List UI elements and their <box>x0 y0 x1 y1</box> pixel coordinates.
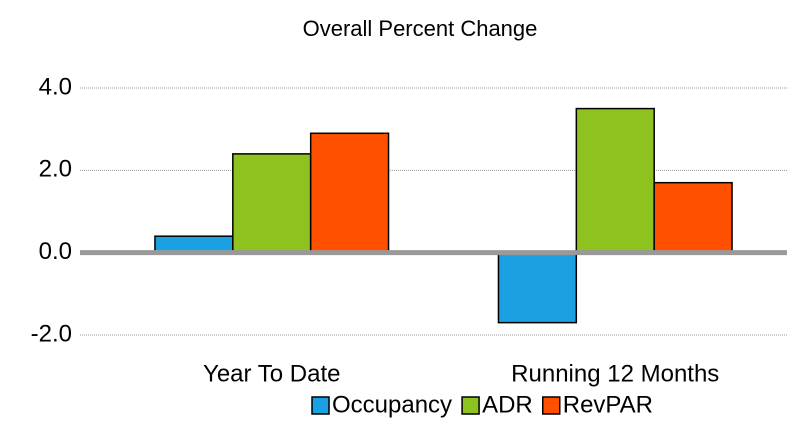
legend-label: RevPAR <box>563 391 653 418</box>
legend-swatch <box>311 396 330 415</box>
x-tick-label: Year To Date <box>203 360 340 387</box>
legend-swatch <box>541 396 561 415</box>
legend-label: ADR <box>482 391 533 418</box>
y-tick-label: 2.0 <box>39 156 72 183</box>
y-tick-label: 4.0 <box>39 73 72 100</box>
y-tick-label: -2.0 <box>31 320 72 347</box>
legend-swatch <box>461 396 480 415</box>
y-tick-label: 0.0 <box>39 238 72 265</box>
bar <box>309 132 390 254</box>
bar <box>575 107 655 254</box>
legend-label: Occupancy <box>332 391 452 418</box>
bar <box>653 181 733 254</box>
chart-title: Overall Percent Change <box>303 16 538 41</box>
bar <box>497 251 578 324</box>
bar <box>232 153 312 254</box>
x-tick-label: Running 12 Months <box>511 360 719 387</box>
